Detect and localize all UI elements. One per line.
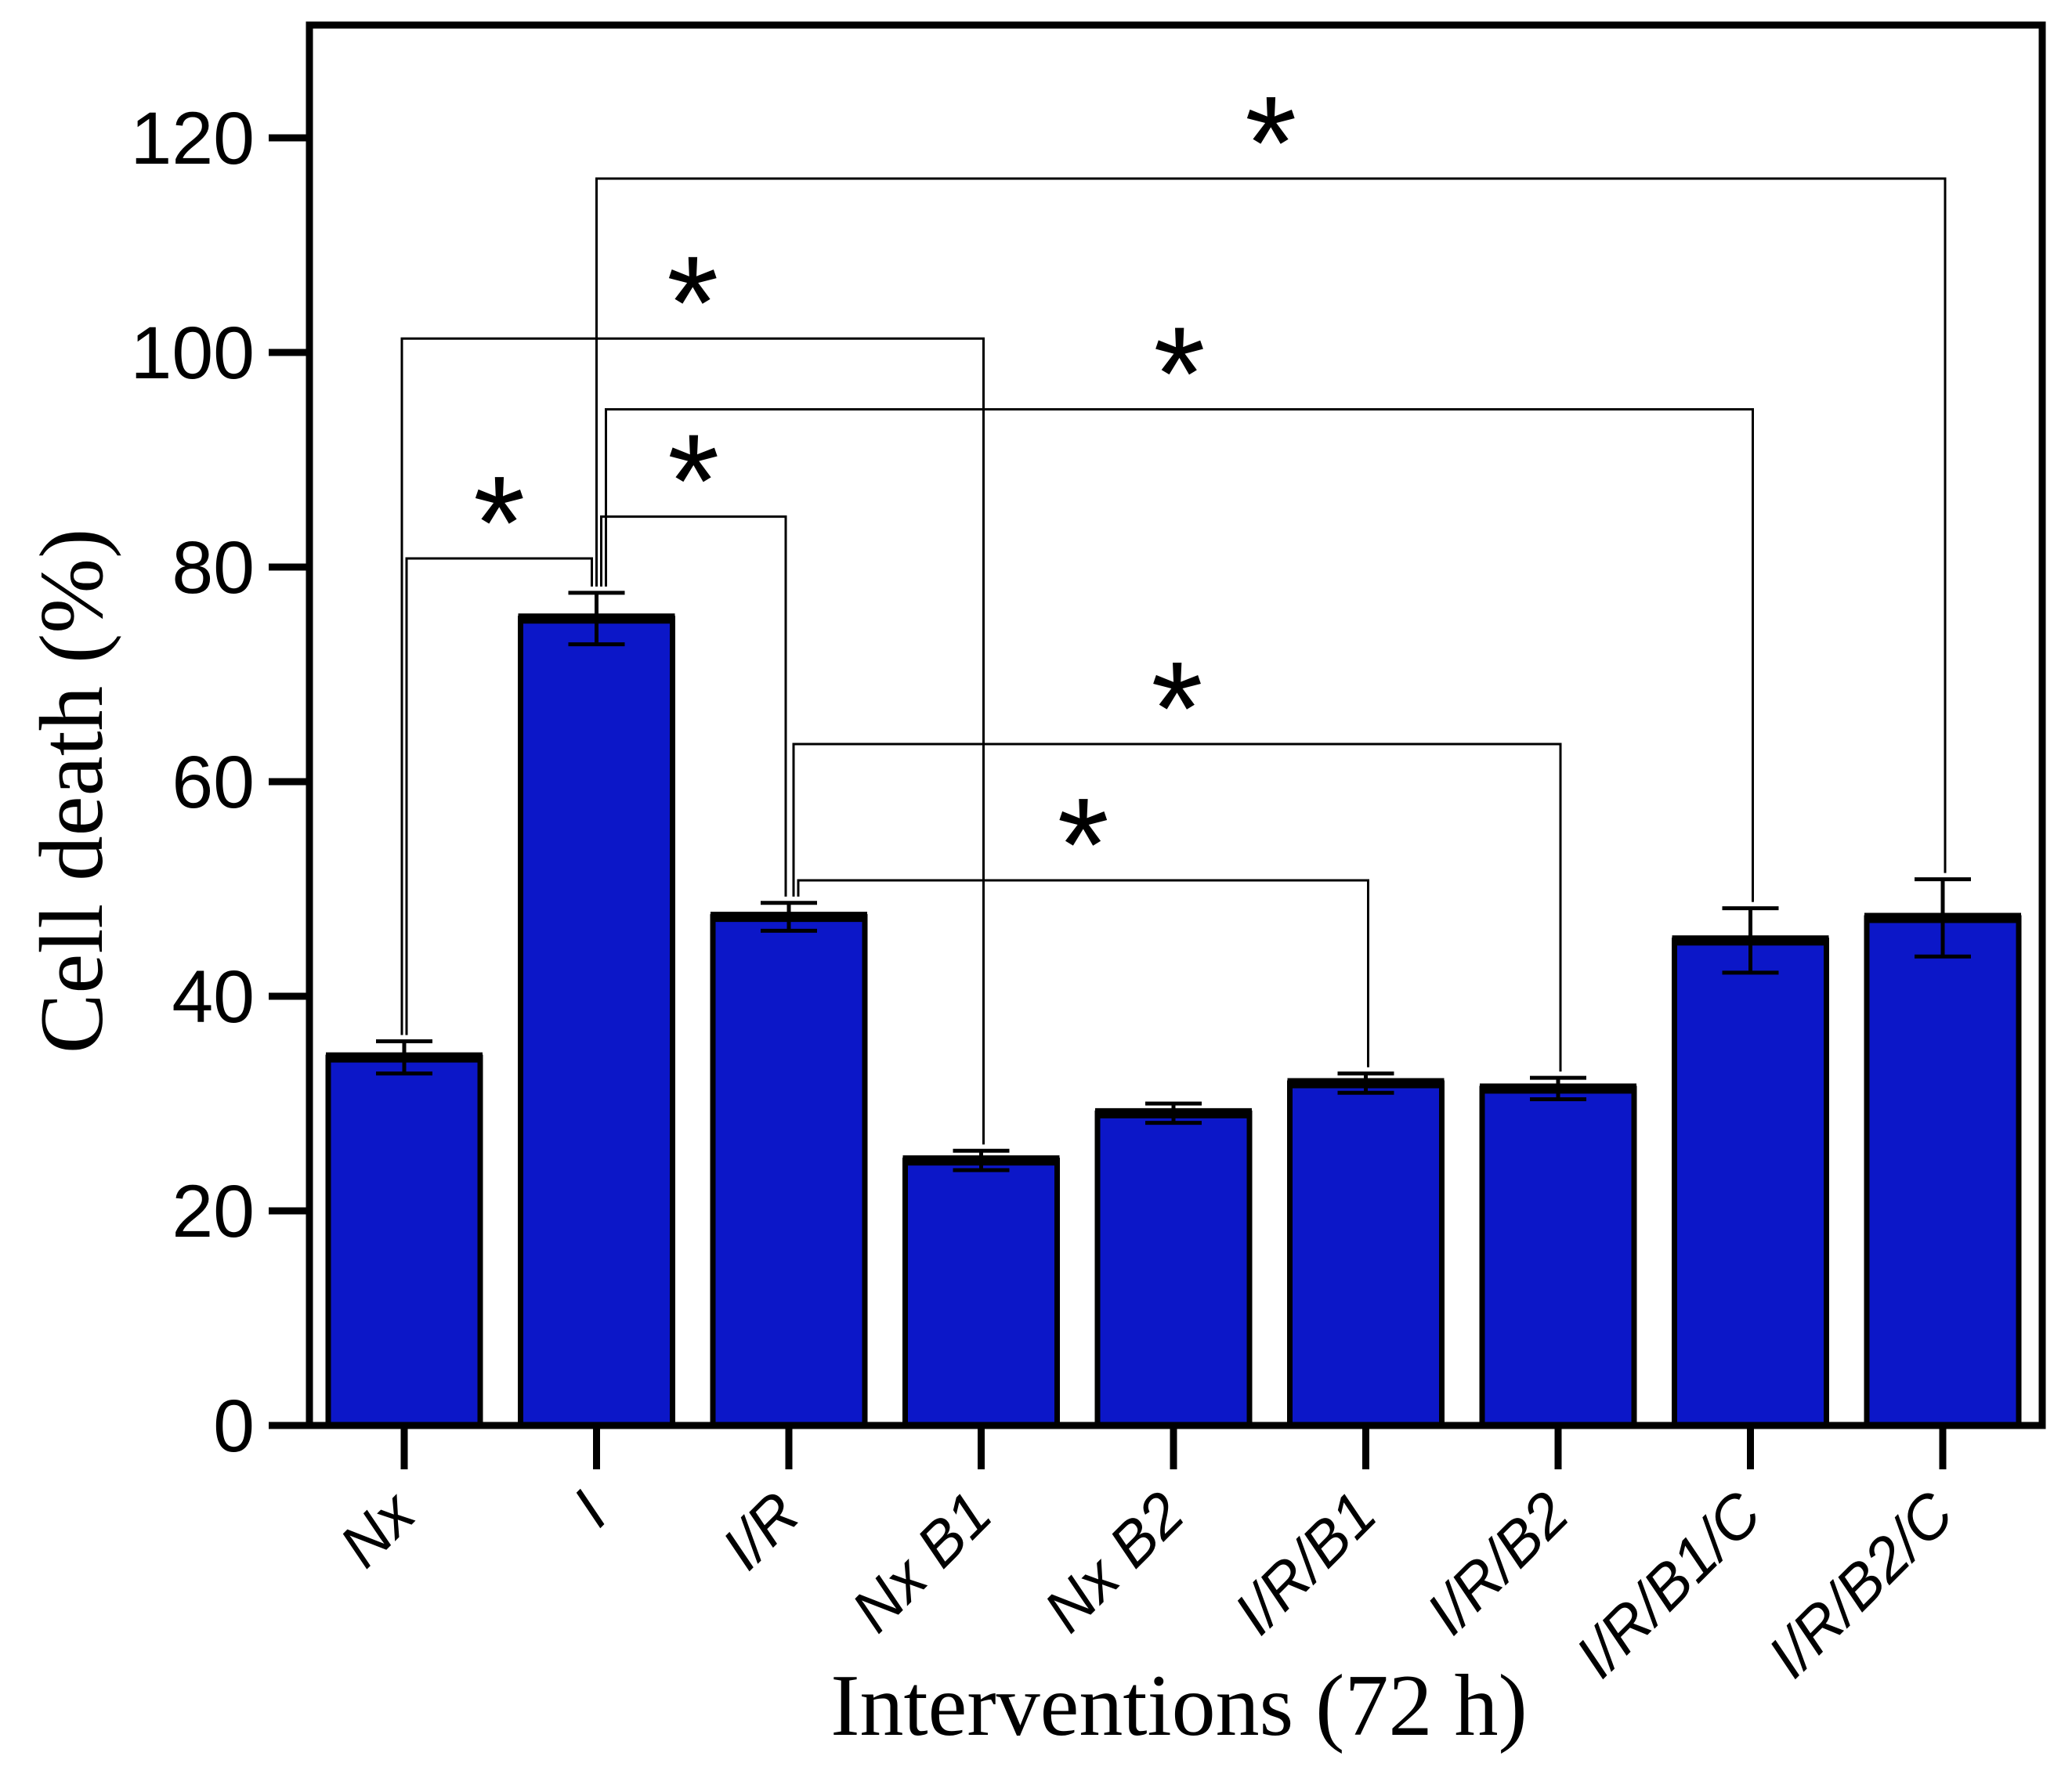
sig-bracket bbox=[405, 557, 593, 1035]
y-tick-label: 20 bbox=[172, 1170, 255, 1253]
bar-nx-b1 bbox=[902, 1158, 1060, 1429]
x-tick-label: Nx bbox=[326, 1477, 429, 1581]
sig-asterisk: * bbox=[1151, 634, 1202, 783]
sig-asterisk: * bbox=[1153, 300, 1205, 449]
sig-bracket bbox=[595, 177, 1947, 873]
x-tick-label: Nx B1 bbox=[838, 1479, 1004, 1645]
bar-i bbox=[518, 616, 675, 1429]
bar-i-r bbox=[710, 914, 868, 1429]
y-tick-label: 100 bbox=[130, 312, 255, 395]
x-tick-label: I/R/B1 bbox=[1220, 1479, 1389, 1647]
bar-i-r-b1-c bbox=[1672, 938, 1829, 1429]
y-tick-label: 0 bbox=[213, 1385, 255, 1468]
x-tick-label: I/R/B1/C bbox=[1562, 1478, 1774, 1690]
bar-nx-b2 bbox=[1094, 1110, 1253, 1429]
sig-bracket bbox=[400, 337, 985, 1145]
y-tick-label: 120 bbox=[130, 97, 255, 180]
sig-asterisk: * bbox=[667, 407, 719, 556]
bar-i-r-b2-c bbox=[1864, 915, 2022, 1429]
x-tick-label: I/R/B2 bbox=[1413, 1479, 1582, 1647]
x-tick-label: I bbox=[559, 1479, 620, 1540]
bar-nx bbox=[325, 1054, 483, 1429]
y-tick-label: 60 bbox=[172, 741, 255, 824]
sig-bracket bbox=[797, 879, 1369, 1068]
sig-bracket bbox=[600, 515, 787, 897]
sig-asterisk: * bbox=[1245, 69, 1296, 218]
sig-bracket bbox=[792, 742, 1562, 1072]
bar-i-r-b1 bbox=[1287, 1080, 1445, 1429]
sig-bracket bbox=[605, 408, 1754, 902]
y-tick-label: 80 bbox=[172, 526, 255, 609]
x-tick-label: Nx B2 bbox=[1031, 1479, 1197, 1645]
y-axis-title: Cell death (%) bbox=[22, 529, 121, 1054]
x-tick-label: I/R bbox=[708, 1479, 812, 1583]
y-tick-label: 40 bbox=[172, 956, 255, 1039]
sig-asterisk: * bbox=[667, 229, 718, 378]
sig-asterisk: * bbox=[1058, 771, 1109, 920]
sig-asterisk: * bbox=[473, 449, 525, 598]
bar-i-r-b2 bbox=[1479, 1086, 1637, 1429]
x-tick-label: I/R/B2/C bbox=[1754, 1478, 1966, 1690]
x-axis-title: Interventions (72 h) bbox=[830, 1657, 1528, 1754]
